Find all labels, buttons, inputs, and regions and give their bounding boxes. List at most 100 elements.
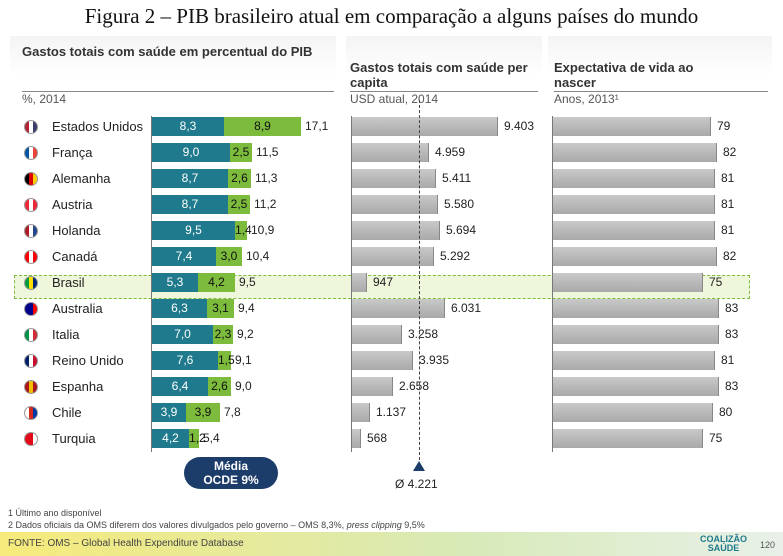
country-label: Espanha <box>52 379 104 394</box>
spend-value-label: 5.694 <box>446 223 477 237</box>
panel-subtitle-life: Anos, 2013¹ <box>554 92 619 106</box>
footer-source: FONTE: OMS – Global Health Expenditure D… <box>8 538 244 549</box>
spend-value-label: 4.959 <box>435 145 466 159</box>
life-bar <box>553 325 719 344</box>
spend-bar <box>352 221 440 240</box>
gdp-bar-oecd: 8,3 <box>152 117 224 136</box>
spend-bar <box>352 169 436 188</box>
flag-icon <box>24 250 38 264</box>
life-bar <box>553 429 703 448</box>
life-value-label: 82 <box>723 249 737 263</box>
footnote-2: 2 Dados oficiais da OMS diferem dos valo… <box>8 520 425 530</box>
panel-title-health-gdp: Gastos totais com saúde em percentual do… <box>22 44 313 59</box>
spend-bar <box>352 247 434 266</box>
oecd-average-label: Média OCDE 9% <box>203 459 259 487</box>
gdp-bar-oecd: 9,0 <box>152 143 230 162</box>
figure-title: Figura 2 – PIB brasileiro atual em compa… <box>84 4 699 28</box>
spend-value-label: 9.403 <box>504 119 535 133</box>
country-label: Estados Unidos <box>52 119 144 134</box>
flag-icon <box>24 380 38 394</box>
gdp-bar-diff: 1,4 <box>235 221 252 240</box>
spend-bar <box>352 429 361 448</box>
life-value-label: 79 <box>717 119 731 133</box>
panel-separator <box>554 91 768 92</box>
flag-icon <box>24 302 38 316</box>
life-value-label: 81 <box>721 353 735 367</box>
gdp-total-label: 17,1 <box>305 119 329 133</box>
gdp-total-label: 11,2 <box>254 197 277 211</box>
life-bar <box>553 377 719 396</box>
life-bar <box>553 221 715 240</box>
country-label: Brasil <box>52 275 85 290</box>
spend-average-marker <box>413 461 425 471</box>
life-bar <box>553 247 717 266</box>
spend-bar <box>352 117 498 136</box>
gdp-bar-oecd: 5,3 <box>152 273 198 292</box>
flag-icon <box>24 146 38 160</box>
gdp-bar-oecd: 7,0 <box>152 325 213 344</box>
life-value-label: 82 <box>723 145 737 159</box>
gdp-bar-diff: 2,5 <box>230 143 252 162</box>
country-label: Australia <box>52 301 103 316</box>
flag-icon <box>24 120 38 134</box>
life-value-label: 75 <box>709 275 723 289</box>
flag-icon <box>24 198 38 212</box>
life-bar <box>553 117 711 136</box>
spend-value-label: 2.658 <box>399 379 430 393</box>
spend-value-label: 3.935 <box>419 353 450 367</box>
oecd-average-badge: Média OCDE 9% <box>184 457 278 489</box>
life-bar <box>553 299 719 318</box>
footer-bar: FONTE: OMS – Global Health Expenditure D… <box>0 532 783 556</box>
footnote-2-text: 2 Dados oficiais da OMS diferem dos valo… <box>8 520 347 530</box>
spend-value-label: 947 <box>373 275 394 289</box>
spend-bar <box>352 195 438 214</box>
gdp-bar-diff: 2,6 <box>208 377 231 396</box>
gdp-bar-diff: 3,0 <box>216 247 242 266</box>
panel-separator <box>350 91 538 92</box>
life-value-label: 83 <box>725 327 739 341</box>
gdp-total-label: 10,9 <box>251 223 275 237</box>
gdp-bar-diff: 2,5 <box>228 195 250 214</box>
footnote-2-italic: press clipping <box>346 520 402 530</box>
spend-value-label: 568 <box>367 431 388 445</box>
spend-value-label: 3.258 <box>408 327 439 341</box>
panel-spend-per-capita: Gastos totais com saúde per capita USD a… <box>346 36 542 488</box>
spend-bar <box>352 143 429 162</box>
gdp-total-label: 9,4 <box>238 301 255 315</box>
panel-title-spend: Gastos totais com saúde per capita <box>350 60 528 90</box>
spend-value-label: 6.031 <box>451 301 482 315</box>
gdp-total-label: 9,0 <box>235 379 252 393</box>
country-label: Chile <box>52 405 82 420</box>
life-value-label: 81 <box>721 197 735 211</box>
life-bar <box>553 351 715 370</box>
life-value-label: 80 <box>719 405 733 419</box>
country-label: Holanda <box>52 223 101 238</box>
gdp-bar-diff: 8,9 <box>224 117 301 136</box>
gdp-bar-oecd: 8,7 <box>152 169 228 188</box>
gdp-bar-oecd: 6,4 <box>152 377 208 396</box>
country-label: Alemanha <box>52 171 111 186</box>
flag-icon <box>24 172 38 186</box>
coalizao-saude-logo: COALIZÃO SAÚDE <box>700 535 747 553</box>
spend-bar <box>352 351 413 370</box>
life-value-label: 83 <box>725 301 739 315</box>
gdp-total-label: 10,4 <box>246 249 270 263</box>
flag-icon <box>24 354 38 368</box>
life-bar <box>553 143 717 162</box>
gdp-bar-oecd: 7,4 <box>152 247 216 266</box>
life-value-label: 75 <box>709 431 723 445</box>
flag-icon <box>24 406 38 420</box>
gdp-bar-diff: 2,3 <box>213 325 233 344</box>
gdp-bar-diff: 4,2 <box>198 273 235 292</box>
panel-separator <box>22 91 334 92</box>
gdp-axis-line <box>151 116 152 452</box>
country-label: Austria <box>52 197 93 212</box>
spend-value-label: 5.580 <box>444 197 475 211</box>
gdp-total-label: 11,3 <box>255 171 278 185</box>
gdp-total-label: 9,2 <box>237 327 254 341</box>
spend-axis-line <box>351 116 352 452</box>
gdp-bar-diff: 3,9 <box>186 403 220 422</box>
gdp-bar-diff: 3,1 <box>207 299 234 318</box>
panel-subtitle-spend: USD atual, 2014 <box>350 92 439 106</box>
gdp-total-label: 5,4 <box>203 431 220 445</box>
